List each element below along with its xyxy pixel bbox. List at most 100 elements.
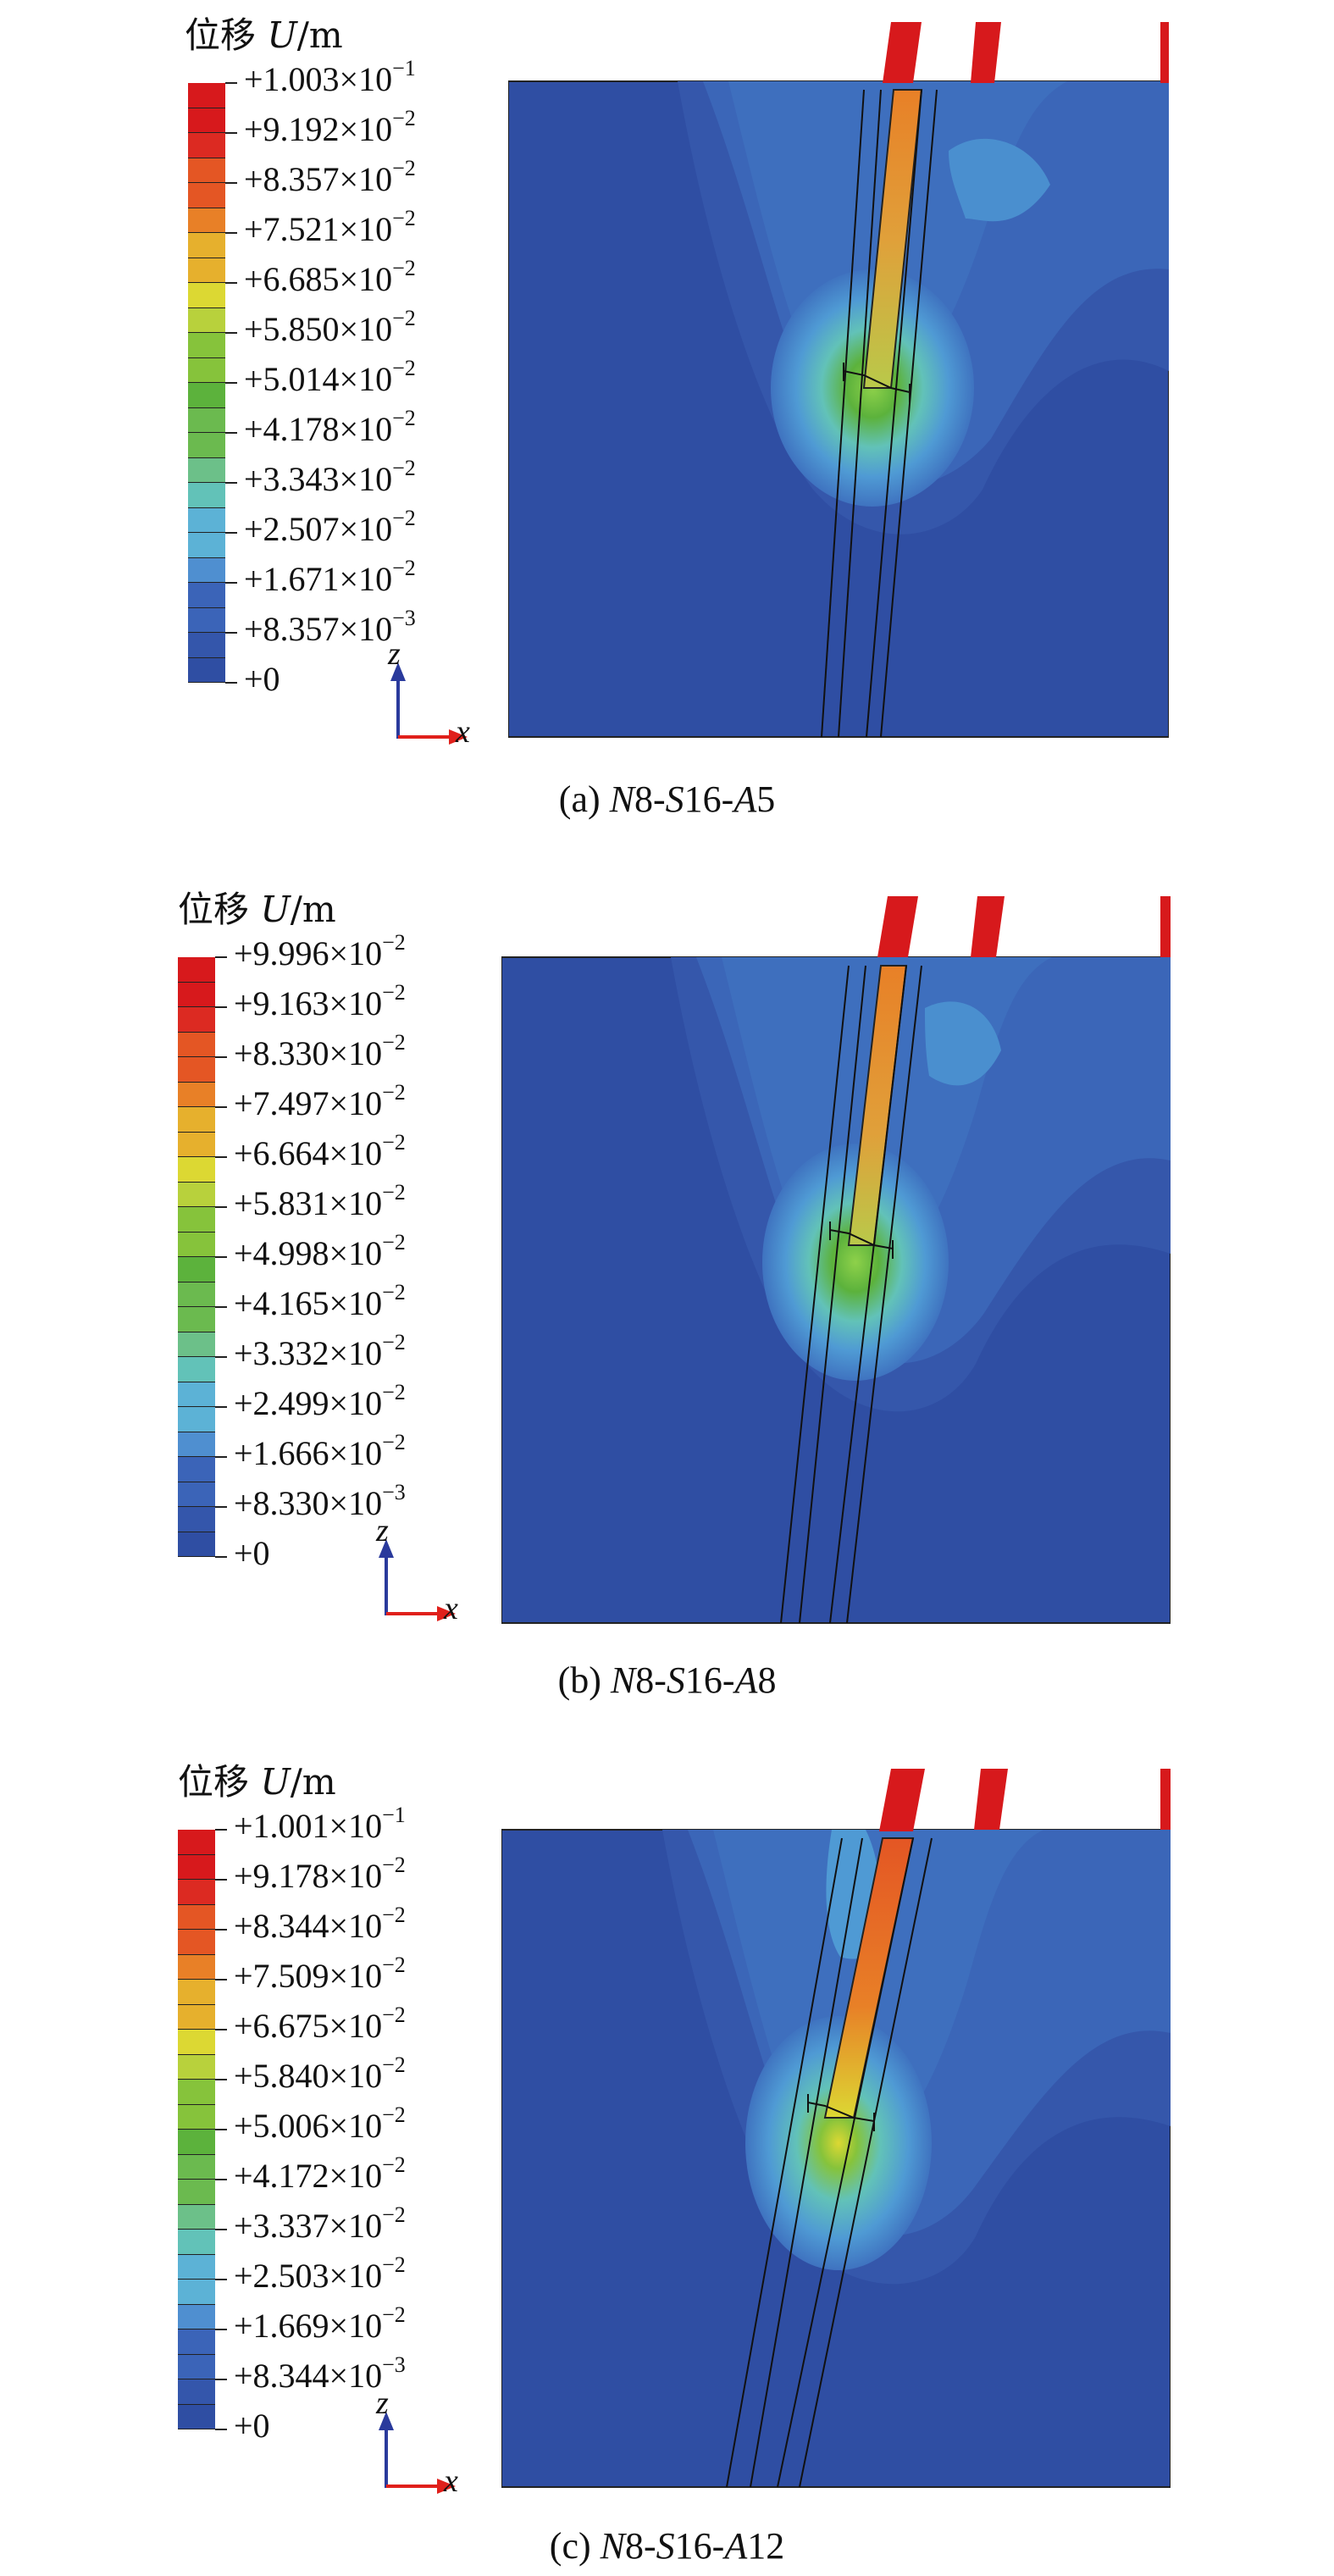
legend-label: +6.675×10−2 [234,2003,406,2045]
colorbar-band [178,1332,215,1357]
colorbar-band [178,2329,215,2355]
axis-x-label: x [444,1591,458,1626]
colorbar-band [178,1930,215,1955]
legend-tick [225,232,237,234]
axis-triad [379,1539,456,1621]
colorbar-band [178,1532,215,1557]
legend-tick [215,2079,227,2080]
legend-label: +5.006×10−2 [234,2102,406,2145]
legend-tick [215,1829,227,1831]
colorbar-band [178,1282,215,1307]
colorbar-band [178,1307,215,1332]
legend-label: +8.357×10−2 [244,156,416,198]
legend-label: +5.840×10−2 [234,2052,406,2095]
legend-tick [215,1206,227,1208]
colorbar-band [178,1457,215,1482]
axis-x-label: x [444,2463,458,2499]
axis-triad [379,2412,456,2494]
caption-s: S [665,778,684,820]
model-contour [508,22,1169,738]
colorbar-band [178,2354,215,2379]
legend-tick [215,1006,227,1008]
legend-label: +4.165×10−2 [234,1280,406,1322]
legend-tick [215,1506,227,1508]
colorbar-band [178,2004,215,2030]
colorbar-band [188,208,225,233]
legend-tick [215,2379,227,2380]
model-contour [501,896,1171,1624]
colorbar-band [178,2254,215,2280]
legend-tick [215,1106,227,1108]
legend-title: 位移 U/m [178,1753,336,1805]
legend-tick [225,482,237,484]
legend-label: +9.192×10−2 [244,106,416,148]
anchor-head-3 [1160,1769,1171,1830]
colorbar-band [188,633,225,658]
legend-tick [225,82,237,84]
legend-label: +3.337×10−2 [234,2202,406,2245]
colorbar-band [178,1132,215,1157]
colorbar-band [178,2030,215,2055]
colorbar-band [178,2230,215,2255]
anchor-head-3 [1160,22,1169,83]
anchor-head-1 [877,896,918,957]
legend-tick [215,1306,227,1308]
caption-s: S [656,2525,675,2567]
caption-prefix: (c) [549,2525,601,2567]
colorbar-band [178,1107,215,1133]
anchor-head-2 [971,896,1005,957]
colorbar-band [178,2180,215,2205]
colorbar-band [188,158,225,183]
colorbar-band [178,1432,215,1457]
anchor-head-3 [1160,896,1171,957]
legend-title-unit: /m [296,14,343,56]
legend-label: +6.685×10−2 [244,256,416,298]
legend-title-var: U [260,1761,291,1803]
legend-label: +8.357×10−3 [244,606,416,648]
legend-label: +8.344×10−3 [234,2352,406,2395]
legend-label: +5.850×10−2 [244,306,416,348]
legend-label: +9.163×10−2 [234,980,406,1022]
legend-label: +3.343×10−2 [244,456,416,498]
caption-s-val: 16- [684,1659,735,1701]
caption-a: A [734,1659,758,1701]
colorbar-band [178,2104,215,2130]
legend-tick [215,2429,227,2430]
legend-tick [215,2179,227,2180]
caption-n-val: 8- [634,778,666,820]
colorbar-band [188,533,225,558]
legend-title-unit: /m [290,889,336,930]
legend-title-cn: 位移 [178,889,250,930]
colorbar-band [178,1157,215,1183]
legend-label: +1.003×10−1 [244,56,416,98]
legend-tick [215,956,227,958]
colorbar-band [188,657,225,683]
colorbar-band [188,307,225,333]
colorbar-band [178,1232,215,1257]
legend-label: +3.332×10−2 [234,1330,406,1372]
colorbar-band [178,1207,215,1233]
legend-label: +4.178×10−2 [244,406,416,448]
legend-tick [215,1556,227,1558]
colorbar-band [178,2280,215,2305]
caption-a: A [733,778,757,820]
axis-x-label: x [456,714,470,750]
legend-tick [225,632,237,634]
colorbar-band [188,557,225,583]
legend-tick [215,2029,227,2030]
legend-label: +0 [234,2407,270,2445]
colorbar-band [188,333,225,358]
colorbar-band [188,183,225,208]
anchor-head-1 [879,1769,925,1831]
legend-tick [215,2329,227,2330]
colorbar-band [178,982,215,1007]
legend-label: +0 [234,1534,270,1572]
legend-label: +9.178×10−2 [234,1853,406,1895]
legend-label: +2.503×10−2 [234,2252,406,2295]
colorbar-band [178,1082,215,1107]
caption-n-val: 8- [635,1659,667,1701]
legend-label: +6.664×10−2 [234,1130,406,1172]
colorbar-band [188,108,225,133]
legend-label: +2.499×10−2 [234,1380,406,1422]
legend-label: +7.497×10−2 [234,1080,406,1122]
